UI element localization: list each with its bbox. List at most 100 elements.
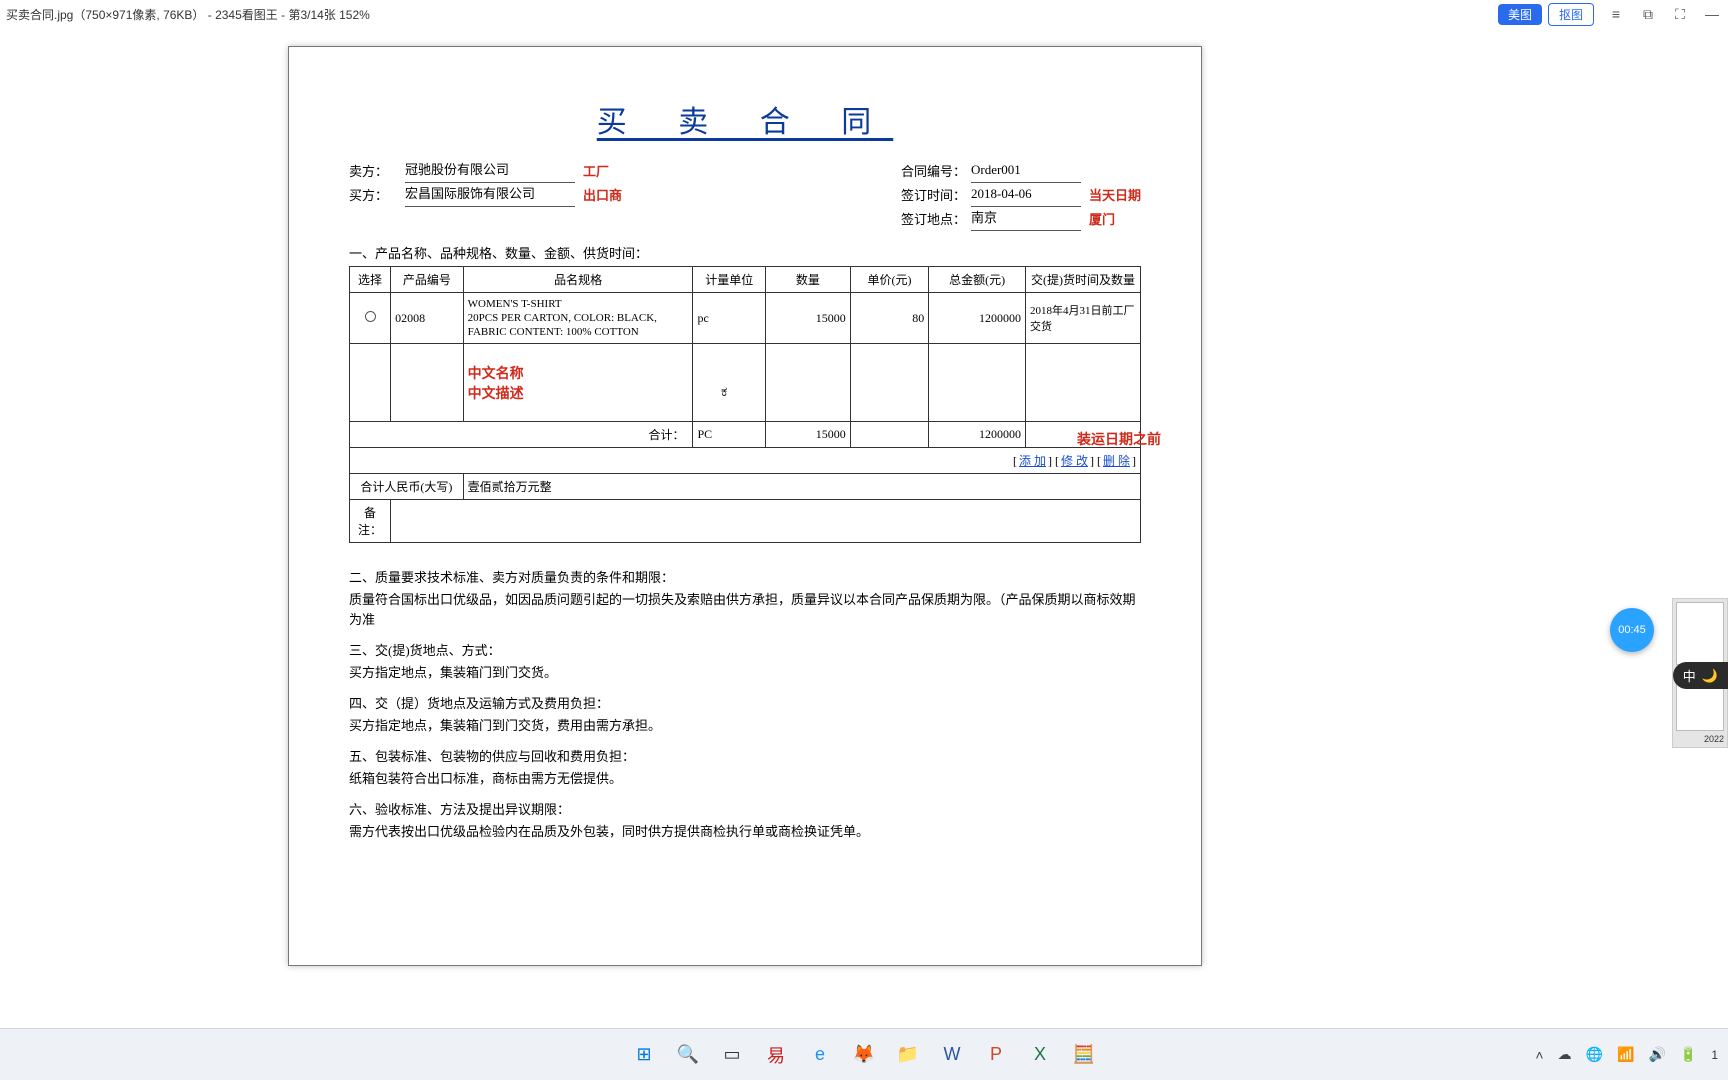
para-2: 质量符合国标出口优级品，如因品质问题引起的一切损失及索赔由供方承担，质量异议以本… <box>349 590 1141 630</box>
doc-header: 卖方： 冠驰股份有限公司 工厂 买方： 宏昌国际服饰有限公司 出口商 合同编号：… <box>349 159 1141 231</box>
restore-icon[interactable]: ⧉ <box>1638 4 1658 24</box>
cell-spec: WOMEN'S T-SHIRT 20PCS PER CARTON, COLOR:… <box>463 293 693 344</box>
table-header-row: 选择 产品编号 品名规格 计量单位 数量 单价(元) 总金额(元) 交(提)货时… <box>350 267 1141 293</box>
total-amount: 1200000 <box>929 422 1026 448</box>
beauty-button[interactable]: 美图 <box>1498 4 1542 25</box>
spec-anno: 中文名称 中文描述 <box>463 344 693 422</box>
section-2: 二、质量要求技术标准、卖方对质量负责的条件和期限： <box>349 567 1141 586</box>
anno-date: 当天日期 <box>1089 185 1141 207</box>
sign-date-label: 签订时间： <box>901 185 971 207</box>
section-4: 四、交（提）货地点及运输方式及费用负担： <box>349 693 1141 712</box>
doc-title: 买 卖 合 同 <box>349 97 1141 141</box>
cell-unit: pc <box>693 293 766 344</box>
taskbar-app[interactable]: e <box>803 1038 837 1072</box>
sign-place-label: 签订地点： <box>901 209 971 231</box>
ime-lang: 中 <box>1683 666 1696 685</box>
taskbar-app[interactable]: W <box>935 1038 969 1072</box>
viewer-canvas: ಕ 买 卖 合 同 卖方： 冠驰股份有限公司 工厂 买方： 宏昌国际服饰有限公司… <box>0 28 1728 1028</box>
ime-pill[interactable]: 中 🌙 <box>1673 662 1728 689</box>
delete-link[interactable]: 删 除 <box>1103 454 1130 468</box>
thumb-year: 2022 <box>1676 734 1724 744</box>
section-1: 一、产品名称、品种规格、数量、金额、供货时间： <box>349 243 1141 262</box>
taskbar-app[interactable]: P <box>979 1038 1013 1072</box>
fullscreen-icon[interactable]: ⛶ <box>1670 4 1690 24</box>
taskbar: ⊞ 🔍 ▭ 易e 🦊 📁 WPX 🧮 ˄ ☁ 🌐 📶 🔊 🔋 1 <box>0 1028 1728 1080</box>
taskbar-app[interactable]: ▭ <box>715 1038 749 1072</box>
th-code: 产品编号 <box>391 267 464 293</box>
remark-label: 备注： <box>350 500 391 543</box>
taskbar-app[interactable]: X <box>1023 1038 1057 1072</box>
window-title: 买卖合同.jpg（750×971像素, 76KB） - 2345看图王 - 第3… <box>6 6 370 23</box>
header-right: 合同编号： Order001 签订时间： 2018-04-06 当天日期 签订地… <box>901 159 1141 231</box>
seller-label: 卖方： <box>349 161 405 183</box>
taskbar-apps: ⊞ 🔍 ▭ 易e 🦊 📁 WPX 🧮 <box>627 1038 1101 1072</box>
system-tray: ˄ ☁ 🌐 📶 🔊 🔋 1 <box>1535 1046 1718 1063</box>
remark-row: 备注： <box>350 500 1141 543</box>
rmb-label: 合计人民币(大写) <box>350 474 464 500</box>
cell-qty: 15000 <box>766 293 851 344</box>
chevron-up-icon[interactable]: ˄ <box>1535 1047 1543 1063</box>
th-unit: 计量单位 <box>693 267 766 293</box>
th-delivery: 交(提)货时间及数量 <box>1026 267 1141 293</box>
th-spec: 品名规格 <box>463 267 693 293</box>
th-qty: 数量 <box>766 267 851 293</box>
section-6: 六、验收标准、方法及提出异议期限： <box>349 799 1141 818</box>
total-qty: 15000 <box>766 422 851 448</box>
row-radio[interactable] <box>365 311 376 322</box>
language-icon[interactable]: 🌐 <box>1586 1046 1603 1063</box>
taskbar-app[interactable]: 易 <box>759 1038 793 1072</box>
buyer-value: 宏昌国际服饰有限公司 <box>405 183 575 207</box>
para-5: 纸箱包装符合出口标准，商标由需方无偿提供。 <box>349 769 1141 789</box>
section-5: 五、包装标准、包装物的供应与回收和费用负担： <box>349 746 1141 765</box>
anno-buyer: 出口商 <box>583 185 622 207</box>
total-unit: PC <box>693 422 766 448</box>
taskbar-app[interactable]: 📁 <box>891 1038 925 1072</box>
thumbnail[interactable] <box>1676 602 1724 665</box>
sign-place: 南京 <box>971 207 1081 231</box>
header-left: 卖方： 冠驰股份有限公司 工厂 买方： 宏昌国际服饰有限公司 出口商 <box>349 159 622 231</box>
wifi-icon[interactable]: 📶 <box>1617 1046 1634 1063</box>
cell-price: 80 <box>850 293 929 344</box>
th-select: 选择 <box>350 267 391 293</box>
sign-date: 2018-04-06 <box>971 183 1081 207</box>
th-amount: 总金额(元) <box>929 267 1026 293</box>
section-3: 三、交(提)货地点、方式： <box>349 640 1141 659</box>
tray-clock[interactable]: 1 <box>1711 1048 1718 1062</box>
cutout-button[interactable]: 抠图 <box>1548 3 1594 26</box>
contract-no: Order001 <box>971 159 1081 183</box>
cell-delivery: 2018年4月31日前工厂交货 <box>1026 293 1141 344</box>
edit-link[interactable]: 修 改 <box>1061 454 1088 468</box>
total-row: 合计： PC 15000 1200000 <box>350 422 1141 448</box>
para-3: 买方指定地点，集装箱门到门交货。 <box>349 663 1141 683</box>
add-link[interactable]: 添 加 <box>1019 454 1046 468</box>
onedrive-icon[interactable]: ☁ <box>1558 1046 1572 1063</box>
product-table: 选择 产品编号 品名规格 计量单位 数量 单价(元) 总金额(元) 交(提)货时… <box>349 266 1141 543</box>
titlebar: 买卖合同.jpg（750×971像素, 76KB） - 2345看图王 - 第3… <box>0 0 1728 28</box>
taskbar-app[interactable]: 🦊 <box>847 1038 881 1072</box>
total-label: 合计： <box>350 422 693 448</box>
ship-anno: 装运日期之前 <box>1077 429 1161 449</box>
battery-icon[interactable]: 🔋 <box>1680 1046 1697 1063</box>
buyer-label: 买方： <box>349 185 405 207</box>
rmb-value: 壹佰贰拾万元整 <box>463 474 1140 500</box>
volume-icon[interactable]: 🔊 <box>1648 1046 1665 1063</box>
table-row: 中文名称 中文描述 <box>350 344 1141 422</box>
table-row: 02008 WOMEN'S T-SHIRT 20PCS PER CARTON, … <box>350 293 1141 344</box>
para-6: 需方代表按出口优级品检验内在品质及外包装，同时供方提供商检执行单或商检换证凭单。 <box>349 822 1141 842</box>
actions-row: [添 加] [修 改] [删 除] <box>350 448 1141 474</box>
taskbar-app[interactable]: ⊞ <box>627 1038 661 1072</box>
taskbar-app[interactable]: 🔍 <box>671 1038 705 1072</box>
cell-amount: 1200000 <box>929 293 1026 344</box>
hamburger-icon[interactable]: ≡ <box>1606 4 1626 24</box>
anno-seller: 工厂 <box>583 161 609 183</box>
th-price: 单价(元) <box>850 267 929 293</box>
anno-place: 厦门 <box>1089 209 1115 231</box>
document-page: ಕ 买 卖 合 同 卖方： 冠驰股份有限公司 工厂 买方： 宏昌国际服饰有限公司… <box>288 46 1202 966</box>
para-4: 买方指定地点，集装箱门到门交货，费用由需方承担。 <box>349 716 1141 736</box>
cell-code: 02008 <box>391 293 464 344</box>
minimize-icon[interactable]: — <box>1702 4 1722 24</box>
taskbar-app[interactable]: 🧮 <box>1067 1038 1101 1072</box>
timer-badge[interactable]: 00:45 <box>1610 608 1654 652</box>
rmb-row: 合计人民币(大写) 壹佰贰拾万元整 <box>350 474 1141 500</box>
contract-no-label: 合同编号： <box>901 161 971 183</box>
